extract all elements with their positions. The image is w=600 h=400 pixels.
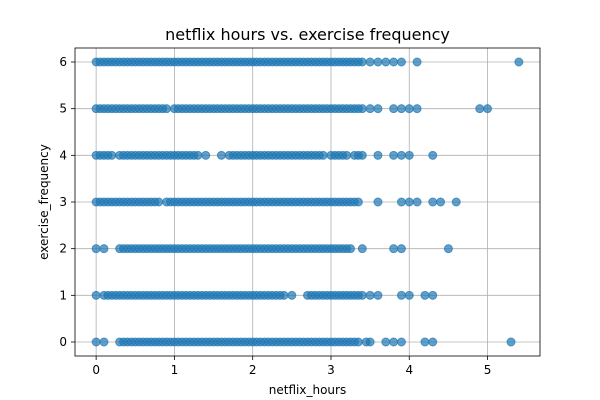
scatter-point: [428, 197, 438, 207]
scatter-point: [357, 244, 367, 254]
scatter-point: [162, 104, 172, 114]
scatter-point: [389, 150, 399, 160]
x-axis-label: netflix_hours: [269, 383, 346, 397]
scatter-point: [404, 197, 414, 207]
scatter-point: [353, 197, 363, 207]
scatter-point: [318, 150, 328, 160]
scatter-point: [475, 104, 485, 114]
scatter-point: [342, 150, 352, 160]
scatter-point: [381, 57, 391, 67]
scatter-point: [154, 197, 164, 207]
scatter-point: [443, 244, 453, 254]
y-tick-label: 4: [59, 148, 67, 162]
scatter-point: [412, 57, 422, 67]
y-axis-ticks: 0 1 2 3 4 5 6: [59, 55, 75, 349]
scatter-point: [373, 150, 383, 160]
scatter-point: [91, 290, 101, 300]
scatter-point: [428, 150, 438, 160]
scatter-point: [506, 337, 516, 347]
x-tick-label: 2: [249, 363, 257, 377]
scatter-point: [436, 197, 446, 207]
scatter-point: [420, 290, 430, 300]
scatter-point: [365, 290, 375, 300]
y-tick-label: 6: [59, 55, 67, 69]
scatter-point: [353, 337, 363, 347]
x-tick-label: 3: [327, 363, 335, 377]
y-tick-label: 2: [59, 242, 67, 256]
scatter-point: [373, 290, 383, 300]
scatter-point: [99, 244, 109, 254]
y-tick-label: 0: [59, 335, 67, 349]
scatter-point: [91, 337, 101, 347]
x-tick-label: 5: [484, 363, 492, 377]
scatter-point: [396, 244, 406, 254]
y-axis-label: exercise_frequency: [37, 144, 51, 260]
scatter-point: [396, 337, 406, 347]
scatter-point: [396, 57, 406, 67]
scatter-point: [451, 197, 461, 207]
scatter-point: [428, 337, 438, 347]
x-tick-label: 4: [405, 363, 413, 377]
scatter-point: [346, 244, 356, 254]
scatter-point: [389, 104, 399, 114]
scatter-point: [412, 104, 422, 114]
scatter-point: [373, 104, 383, 114]
scatter-point: [107, 150, 117, 160]
scatter-point: [91, 244, 101, 254]
scatter-point: [389, 244, 399, 254]
y-tick-label: 3: [59, 195, 67, 209]
scatter-point: [287, 290, 297, 300]
scatter-point: [201, 150, 211, 160]
scatter-point: [373, 57, 383, 67]
scatter-point: [373, 197, 383, 207]
scatter-point: [365, 337, 375, 347]
scatter-point: [365, 104, 375, 114]
scatter-point: [483, 104, 493, 114]
scatter-point: [404, 104, 414, 114]
scatter-point: [279, 290, 289, 300]
scatter-point: [420, 337, 430, 347]
scatter-point: [381, 337, 391, 347]
x-tick-label: 0: [92, 363, 100, 377]
scatter-point: [514, 57, 524, 67]
scatter-point: [396, 197, 406, 207]
scatter-point: [357, 290, 367, 300]
scatter-point: [404, 150, 414, 160]
scatter-point: [404, 290, 414, 300]
y-tick-label: 5: [59, 102, 67, 116]
scatter-point: [357, 150, 367, 160]
x-axis-ticks: 0 1 2 3 4 5: [92, 356, 491, 377]
y-tick-label: 1: [59, 288, 67, 302]
scatter-point: [357, 57, 367, 67]
scatter-point: [193, 150, 203, 160]
scatter-point: [357, 104, 367, 114]
scatter-point: [216, 150, 226, 160]
x-tick-label: 1: [171, 363, 179, 377]
scatter-point: [396, 290, 406, 300]
scatter-point: [396, 104, 406, 114]
scatter-point: [365, 57, 375, 67]
scatter-point: [389, 57, 399, 67]
scatter-point: [99, 337, 109, 347]
scatter-point: [396, 150, 406, 160]
scatter-point: [428, 290, 438, 300]
data-points: [91, 57, 524, 347]
chart-title: netflix hours vs. exercise frequency: [165, 25, 450, 44]
scatter-point: [389, 337, 399, 347]
scatter-point: [412, 197, 422, 207]
